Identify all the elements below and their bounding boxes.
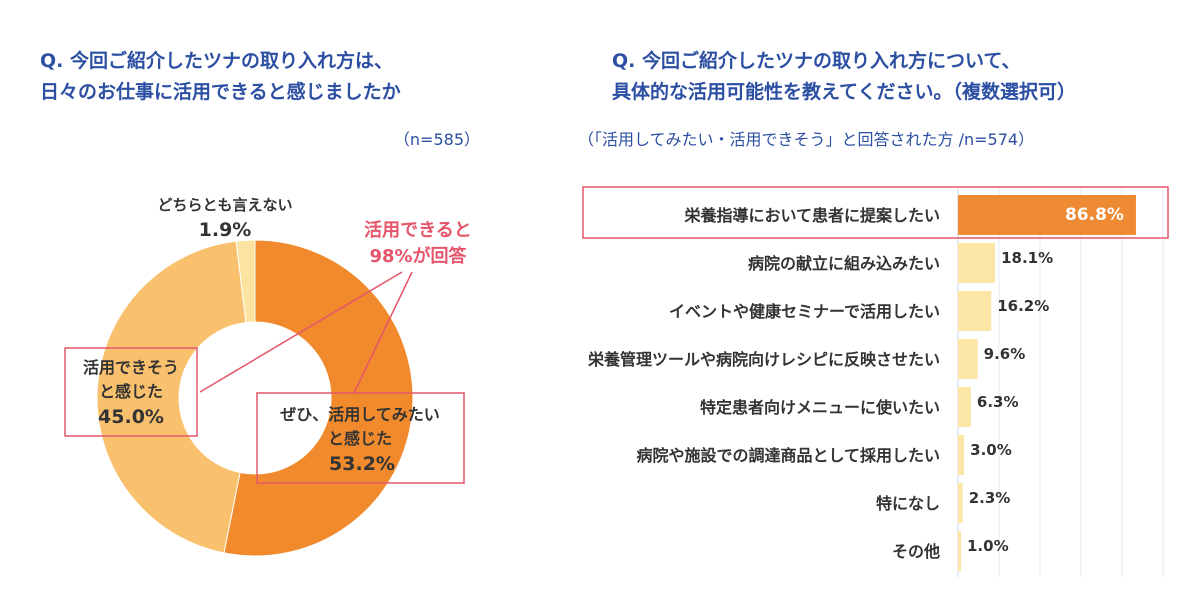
- bar-4: [958, 387, 971, 427]
- bar-bars: [958, 195, 1136, 571]
- bar-0: [958, 195, 1136, 235]
- bar-category-0: 栄養指導において患者に提案したい: [683, 206, 940, 225]
- callout-line-1: 活用できると: [364, 219, 472, 241]
- bar-value-7: 1.0%: [967, 537, 1009, 555]
- slice-0-label-line-1: ぜひ、活用してみたい: [280, 405, 440, 424]
- bar-1: [958, 243, 996, 283]
- slice-2-label: どちらとも言えない: [157, 196, 292, 214]
- slice-0-label-box: [256, 392, 465, 484]
- left-question-title: Q. 今回ご紹介したツナの取り入れ方は、 日々のお仕事に活用できると感じましたか: [40, 46, 401, 108]
- bar-category-5: 病院や施設での調達商品として採用したい: [636, 446, 940, 465]
- bar-value-6: 2.3%: [969, 489, 1011, 507]
- bar-value-0: 86.8%: [1065, 205, 1124, 225]
- slice-1-label-line-2: と感じた: [99, 382, 163, 401]
- bar-value-3: 9.6%: [984, 345, 1026, 363]
- left-question-line-1: Q. 今回ご紹介したツナの取り入れ方は、: [40, 50, 393, 72]
- callout-line-to-slice-1: [199, 271, 403, 393]
- bar-category-1: 病院の献立に組み込みたい: [748, 254, 940, 273]
- bar-category-3: 栄養管理ツールや病院向けレシピに反映させたい: [587, 350, 940, 369]
- bar-5: [958, 435, 965, 475]
- right-sample-note: （「活用してみたい・活用できそう」と回答された方 /n=574）: [578, 130, 1035, 149]
- bar-category-7: その他: [892, 542, 940, 561]
- bar-value-5: 3.0%: [970, 441, 1012, 459]
- callout-line-2: 98%が回答: [369, 245, 467, 267]
- bar-grid: [957, 189, 1164, 577]
- slice-0-value: 53.2%: [329, 453, 395, 475]
- left-sample-note: （n=585）: [393, 130, 480, 149]
- right-question-title: Q. 今回ご紹介したツナの取り入れ方について、 具体的な活用可能性を教えてくださ…: [612, 46, 1076, 108]
- donut-slice-0: [223, 239, 414, 557]
- left-question-line-2: 日々のお仕事に活用できると感じましたか: [40, 81, 401, 103]
- donut-slice-1: [96, 240, 247, 554]
- slice-1-value: 45.0%: [98, 406, 164, 428]
- bar-value-1: 18.1%: [1001, 249, 1053, 267]
- bar-6: [958, 483, 963, 523]
- donut-slices: [96, 239, 414, 557]
- right-question-line-1: Q. 今回ご紹介したツナの取り入れ方について、: [612, 50, 1021, 72]
- bar-value-2: 16.2%: [997, 297, 1049, 315]
- bar-labels: 栄養指導において患者に提案したい 86.8% 病院の献立に組み込みたい 18.1% イベ…: [582, 186, 1169, 561]
- donut-labels: ぜひ、活用してみたいと感じた53.2%活用できそうと感じた45.0%どちらとも言…: [64, 196, 472, 484]
- bar-category-2: イベントや健康セミナーで活用したい: [669, 302, 940, 321]
- slice-1-label-box: [64, 347, 198, 437]
- bar-category-6: 特になし: [876, 494, 940, 513]
- slice-2-value: 1.9%: [199, 219, 252, 241]
- bar-7: [958, 531, 961, 571]
- bar-category-4: 特定患者向けメニューに使いたい: [700, 398, 940, 417]
- bar-3: [958, 339, 978, 379]
- bar-2: [958, 291, 992, 331]
- top-bar-highlight-box: [582, 186, 1169, 239]
- bar-value-4: 6.3%: [977, 393, 1019, 411]
- right-question-line-2: 具体的な活用可能性を教えてください。（複数選択可）: [612, 81, 1076, 103]
- slice-0-label-line-2: と感じた: [328, 429, 392, 448]
- donut-chart: ぜひ、活用してみたいと感じた53.2%活用できそうと感じた45.0%どちらとも言…: [64, 196, 472, 557]
- donut-slice-2: [235, 239, 256, 324]
- callout-line-to-slice-0: [353, 271, 413, 394]
- slice-1-label-line-1: 活用できそう: [83, 358, 179, 377]
